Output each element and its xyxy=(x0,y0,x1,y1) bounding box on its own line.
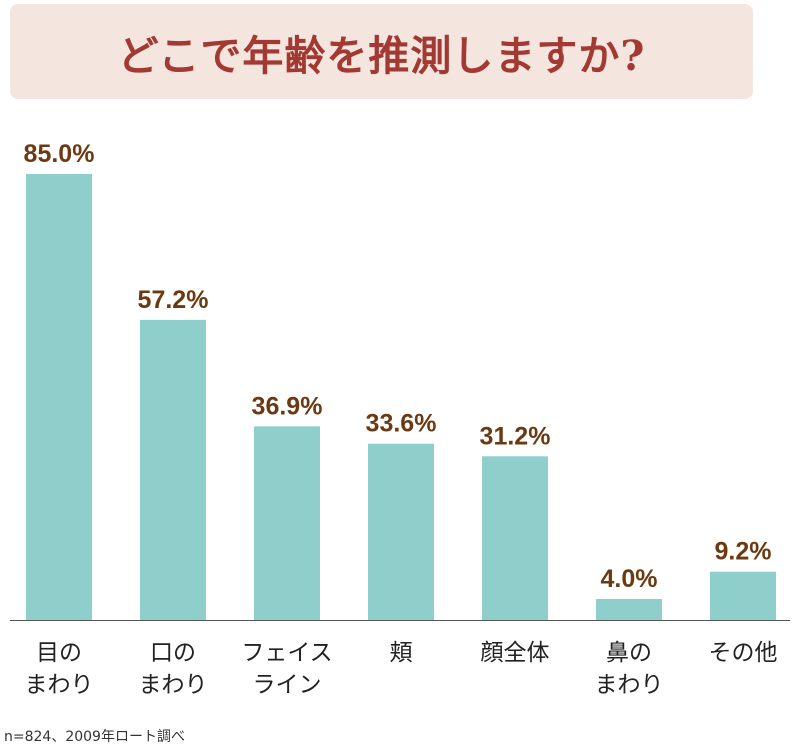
category-label-line: まわり xyxy=(25,672,94,698)
bar-value-label: 36.9% xyxy=(252,392,323,420)
category-label-line: ライン xyxy=(253,672,322,698)
bar-value-label: 4.0% xyxy=(601,565,658,593)
bars xyxy=(26,174,776,620)
category-label-line: フェイス xyxy=(241,640,332,666)
bar xyxy=(710,571,776,620)
bar-value-label: 57.2% xyxy=(138,286,209,314)
bar xyxy=(254,426,320,620)
category-label-line: まわり xyxy=(595,672,664,698)
bar xyxy=(368,443,434,620)
category-label: 頬 xyxy=(390,640,413,666)
footnote: n=824、2009年ロート調べ xyxy=(4,729,185,745)
category-label: フェイスライン xyxy=(241,640,332,698)
category-label: 目のまわり xyxy=(25,640,94,698)
category-label: 口のまわり xyxy=(139,640,208,698)
category-label-line: 鼻の xyxy=(606,640,652,666)
bar-value-label: 31.2% xyxy=(480,422,551,450)
bar-value-label: 9.2% xyxy=(715,538,772,566)
category-label-line: 頬 xyxy=(390,640,413,666)
bar-value-label: 33.6% xyxy=(366,410,437,438)
bar xyxy=(482,456,548,620)
category-label-line: 目の xyxy=(36,640,82,666)
category-label: その他 xyxy=(709,640,778,666)
bar-value-label: 85.0% xyxy=(24,140,95,168)
category-label: 顔全体 xyxy=(481,640,550,666)
category-label-line: 顔全体 xyxy=(481,640,550,666)
bar xyxy=(596,599,662,620)
title-banner: どこで年齢を推測しますか? xyxy=(10,4,753,99)
chart-title: どこで年齢を推測しますか? xyxy=(117,31,646,80)
category-label-line: まわり xyxy=(139,672,208,698)
bar xyxy=(26,174,92,620)
category-label-line: その他 xyxy=(709,640,778,666)
category-label: 鼻のまわり xyxy=(595,640,664,698)
category-label-line: 口の xyxy=(150,640,196,666)
bar xyxy=(140,319,206,620)
